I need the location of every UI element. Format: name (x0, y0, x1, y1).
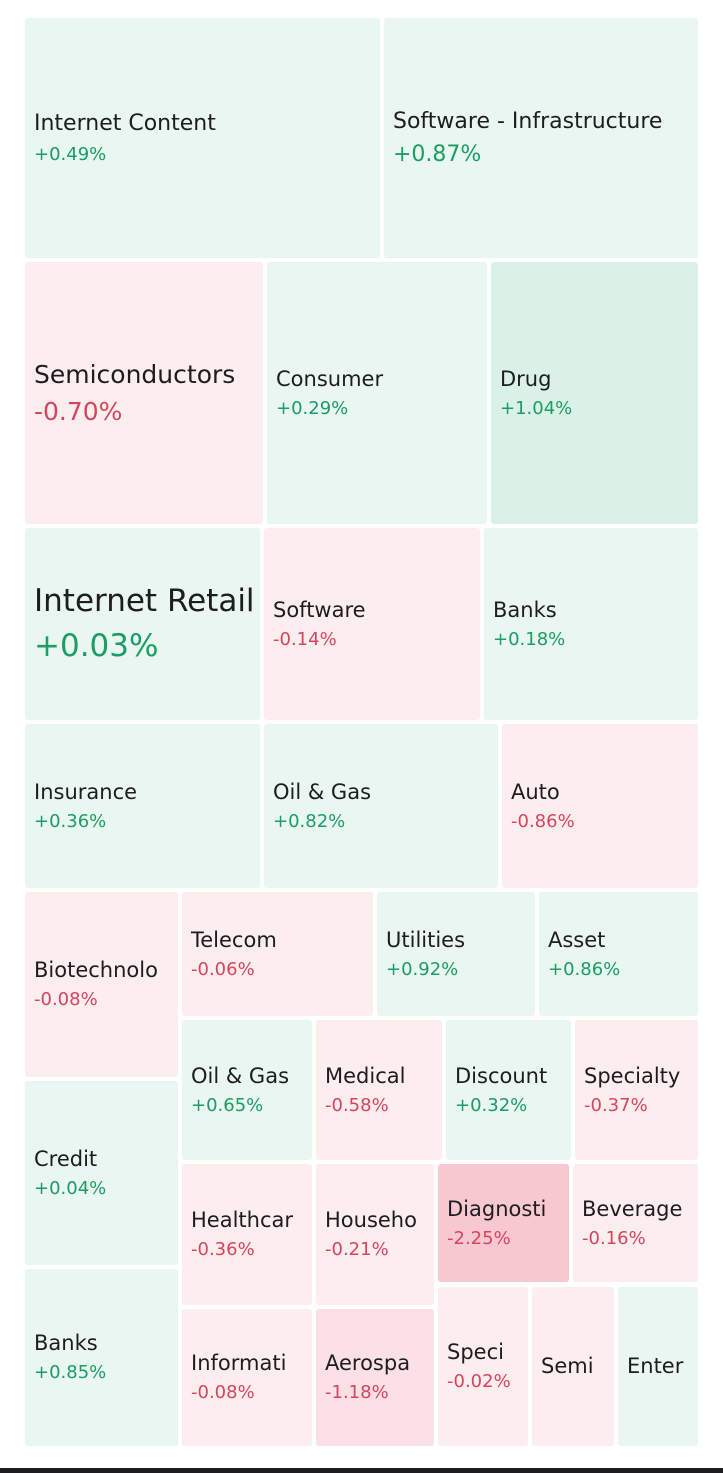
sector-name: Auto (511, 779, 560, 804)
sector-change: -2.25% (447, 1227, 511, 1249)
sector-tile[interactable]: Insurance +0.36% (25, 724, 260, 888)
sector-tile[interactable]: Specialty -0.37% (575, 1020, 698, 1160)
sector-name: Discount (455, 1063, 548, 1088)
sector-name: Semiconductors (34, 359, 236, 389)
sector-tile[interactable]: Semiconductors -0.70% (25, 262, 263, 524)
sector-change: -0.70% (34, 397, 123, 426)
bottom-edge-bar (0, 1468, 723, 1473)
sector-name: Utilities (386, 927, 466, 952)
sector-name: Healthcar (191, 1208, 294, 1233)
sector-name: Diagnosti (447, 1196, 547, 1221)
sector-tile[interactable]: Biotechnolo -0.08% (25, 892, 178, 1077)
sector-tile[interactable]: Beverage -0.16% (573, 1164, 698, 1282)
sector-name: Consumer (276, 366, 384, 391)
sector-tile[interactable]: Internet Retail +0.03% (25, 528, 260, 720)
sector-name: Specialty (584, 1063, 681, 1088)
sector-change: +0.32% (455, 1094, 528, 1116)
sector-name: Aerospa (325, 1351, 411, 1376)
sector-change: +0.18% (493, 628, 566, 650)
sector-change: -0.58% (325, 1094, 389, 1116)
sector-name: Oil & Gas (191, 1063, 290, 1088)
sector-name: Insurance (34, 779, 138, 804)
sector-change: -0.16% (582, 1227, 646, 1249)
sector-tile[interactable]: Aerospa -1.18% (316, 1309, 434, 1446)
sector-name: Software - Infrastructure (393, 108, 663, 134)
sector-name: Telecom (191, 927, 277, 952)
sector-tile[interactable]: Telecom -0.06% (182, 892, 373, 1016)
sector-change: +0.65% (191, 1094, 264, 1116)
sector-tile[interactable]: Medical -0.58% (316, 1020, 442, 1160)
sector-change: +0.04% (34, 1177, 107, 1199)
sector-tile[interactable]: Diagnosti -2.25% (438, 1164, 569, 1282)
sector-change: -0.08% (34, 989, 98, 1011)
sector-tile[interactable]: Oil & Gas +0.65% (182, 1020, 312, 1160)
sector-change: +0.03% (34, 628, 159, 664)
sector-tile[interactable]: Drug +1.04% (491, 262, 698, 524)
sector-change: +1.04% (500, 397, 573, 419)
sector-tile[interactable]: Utilities +0.92% (377, 892, 535, 1016)
sector-name: Software (273, 597, 366, 622)
sector-name: Internet Retail (34, 583, 255, 620)
sector-change: -0.14% (273, 628, 337, 650)
sector-tile[interactable]: Auto -0.86% (502, 724, 698, 888)
sector-change: -0.37% (584, 1094, 648, 1116)
sector-tile[interactable]: Discount +0.32% (446, 1020, 571, 1160)
sector-tile[interactable]: Software -0.14% (264, 528, 480, 720)
sector-name: Drug (500, 366, 552, 391)
sector-change: +0.85% (34, 1362, 107, 1384)
sector-change: -1.18% (325, 1382, 389, 1404)
sector-tile[interactable]: Semi (532, 1287, 614, 1446)
sector-change: +0.49% (34, 143, 107, 165)
sector-name: Oil & Gas (273, 779, 372, 804)
sector-change: -0.36% (191, 1239, 255, 1261)
sector-name: Medical (325, 1063, 406, 1088)
sector-name: Banks (493, 597, 557, 622)
sector-name: Househo (325, 1208, 417, 1233)
sector-name: Beverage (582, 1196, 683, 1221)
sector-tile[interactable]: Househo -0.21% (316, 1164, 434, 1305)
sector-change: -0.06% (191, 958, 255, 980)
sector-change: -0.21% (325, 1239, 389, 1261)
sector-name: Banks (34, 1331, 98, 1356)
sector-change: -0.02% (447, 1371, 511, 1393)
sector-change: +0.36% (34, 810, 107, 832)
sector-tile[interactable]: Oil & Gas +0.82% (264, 724, 498, 888)
sector-tile[interactable]: Banks +0.18% (484, 528, 698, 720)
sector-tile[interactable]: Banks +0.85% (25, 1269, 178, 1446)
sector-tile[interactable]: Internet Content +0.49% (25, 18, 380, 258)
sector-tile[interactable]: Software - Infrastructure +0.87% (384, 18, 698, 258)
sector-change: -0.08% (191, 1382, 255, 1404)
sector-change: +0.29% (276, 397, 349, 419)
sector-name: Semi (541, 1354, 594, 1379)
sector-name: Internet Content (34, 111, 216, 136)
sector-tile[interactable]: Enter (618, 1287, 698, 1446)
sector-change: +0.82% (273, 810, 346, 832)
sector-tile[interactable]: Asset +0.86% (539, 892, 698, 1016)
sector-tile[interactable]: Credit +0.04% (25, 1081, 178, 1265)
sector-tile[interactable]: Consumer +0.29% (267, 262, 487, 524)
sector-tile[interactable]: Healthcar -0.36% (182, 1164, 312, 1305)
sector-name: Enter (627, 1354, 684, 1379)
sector-name: Asset (548, 927, 606, 952)
sector-name: Biotechnolo (34, 958, 158, 983)
sector-change: +0.86% (548, 958, 621, 980)
sector-tile[interactable]: Speci -0.02% (438, 1287, 528, 1446)
sector-change: +0.87% (393, 142, 482, 167)
sector-tile[interactable]: Informati -0.08% (182, 1309, 312, 1446)
sector-change: +0.92% (386, 958, 459, 980)
sector-change: -0.86% (511, 810, 575, 832)
sector-name: Speci (447, 1340, 504, 1365)
sector-name: Informati (191, 1351, 287, 1376)
sector-name: Credit (34, 1146, 98, 1171)
